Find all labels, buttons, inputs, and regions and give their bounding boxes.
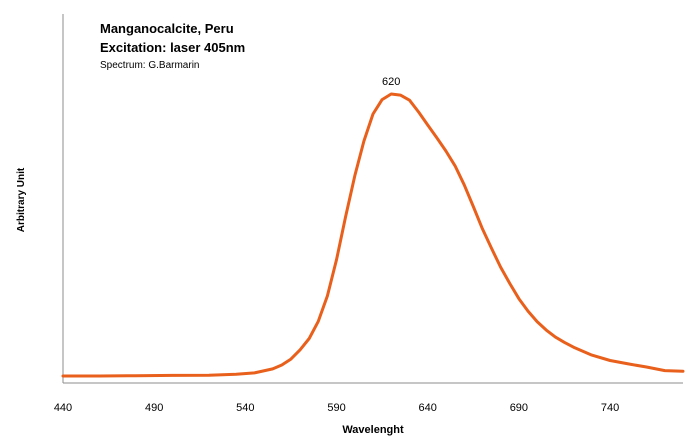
x-tick-label: 740	[601, 402, 619, 414]
x-tick-label: 590	[327, 402, 345, 414]
chart-subtitle: Excitation: laser 405nm	[100, 40, 246, 55]
x-tick-label: 540	[236, 402, 254, 414]
x-axis-label: Wavelenght	[342, 424, 404, 436]
peak-label: 620	[382, 76, 400, 88]
spectrum-line	[61, 92, 685, 378]
x-tick-label: 490	[145, 402, 163, 414]
y-axis-label: Arbitrary Unit	[16, 167, 27, 232]
x-tick-label: 640	[419, 402, 437, 414]
x-tick-label: 690	[510, 402, 528, 414]
chart-title: Manganocalcite, Peru	[100, 21, 234, 36]
x-tick-label: 440	[54, 402, 72, 414]
chart-credit: Spectrum: G.Barmarin	[100, 60, 200, 71]
